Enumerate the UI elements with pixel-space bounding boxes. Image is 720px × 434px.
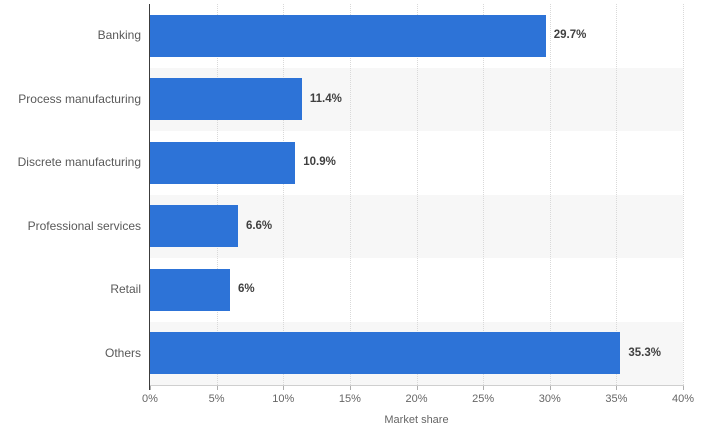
x-tick-label: 35% [605, 393, 628, 405]
x-axis-tick [216, 385, 218, 390]
y-axis-line [148, 4, 150, 390]
x-tick-label: 0% [142, 393, 158, 405]
category-label: Process manufacturing [18, 91, 141, 106]
category-label: Others [104, 345, 141, 360]
value-label: 11.4% [309, 92, 342, 105]
x-axis-tick [483, 385, 485, 390]
x-tick-label: 40% [671, 393, 695, 405]
bar [150, 205, 238, 248]
x-axis-tick [416, 385, 418, 390]
x-axis-tick [549, 385, 551, 390]
gridline [349, 4, 351, 385]
x-tick-label: 15% [338, 393, 361, 405]
bar [150, 268, 230, 311]
category-label: Professional services [27, 218, 141, 233]
value-label: 29.7% [553, 29, 587, 41]
x-tick-label: 20% [405, 393, 428, 405]
x-axis-tick [683, 385, 684, 390]
bar [150, 332, 621, 375]
x-axis-tick [349, 385, 351, 390]
x-axis-line [150, 385, 684, 386]
x-axis-title: Market share [384, 414, 449, 426]
gridline [216, 4, 218, 385]
value-label: 35.3% [628, 346, 661, 359]
x-tick-label: 5% [208, 393, 225, 405]
category-label: Discrete manufacturing [17, 155, 141, 169]
gridline [483, 4, 485, 385]
x-tick-label: 25% [472, 393, 495, 405]
bar [150, 78, 302, 121]
x-tick-label: 10% [272, 393, 295, 405]
bar [150, 14, 546, 57]
gridline [616, 4, 618, 385]
value-label: 6% [237, 283, 255, 295]
bar [150, 141, 296, 184]
x-tick-label: 30% [538, 393, 561, 405]
gridline [283, 4, 285, 385]
gridline [683, 4, 684, 385]
gridline [549, 4, 551, 385]
x-axis-tick [616, 385, 618, 390]
category-label: Banking [97, 28, 141, 42]
x-axis-tick [283, 385, 285, 390]
value-label: 6.6% [245, 219, 273, 232]
value-label: 10.9% [303, 156, 336, 168]
x-axis-tick [150, 385, 151, 390]
category-label: Retail [110, 282, 141, 296]
gridline [416, 4, 418, 385]
